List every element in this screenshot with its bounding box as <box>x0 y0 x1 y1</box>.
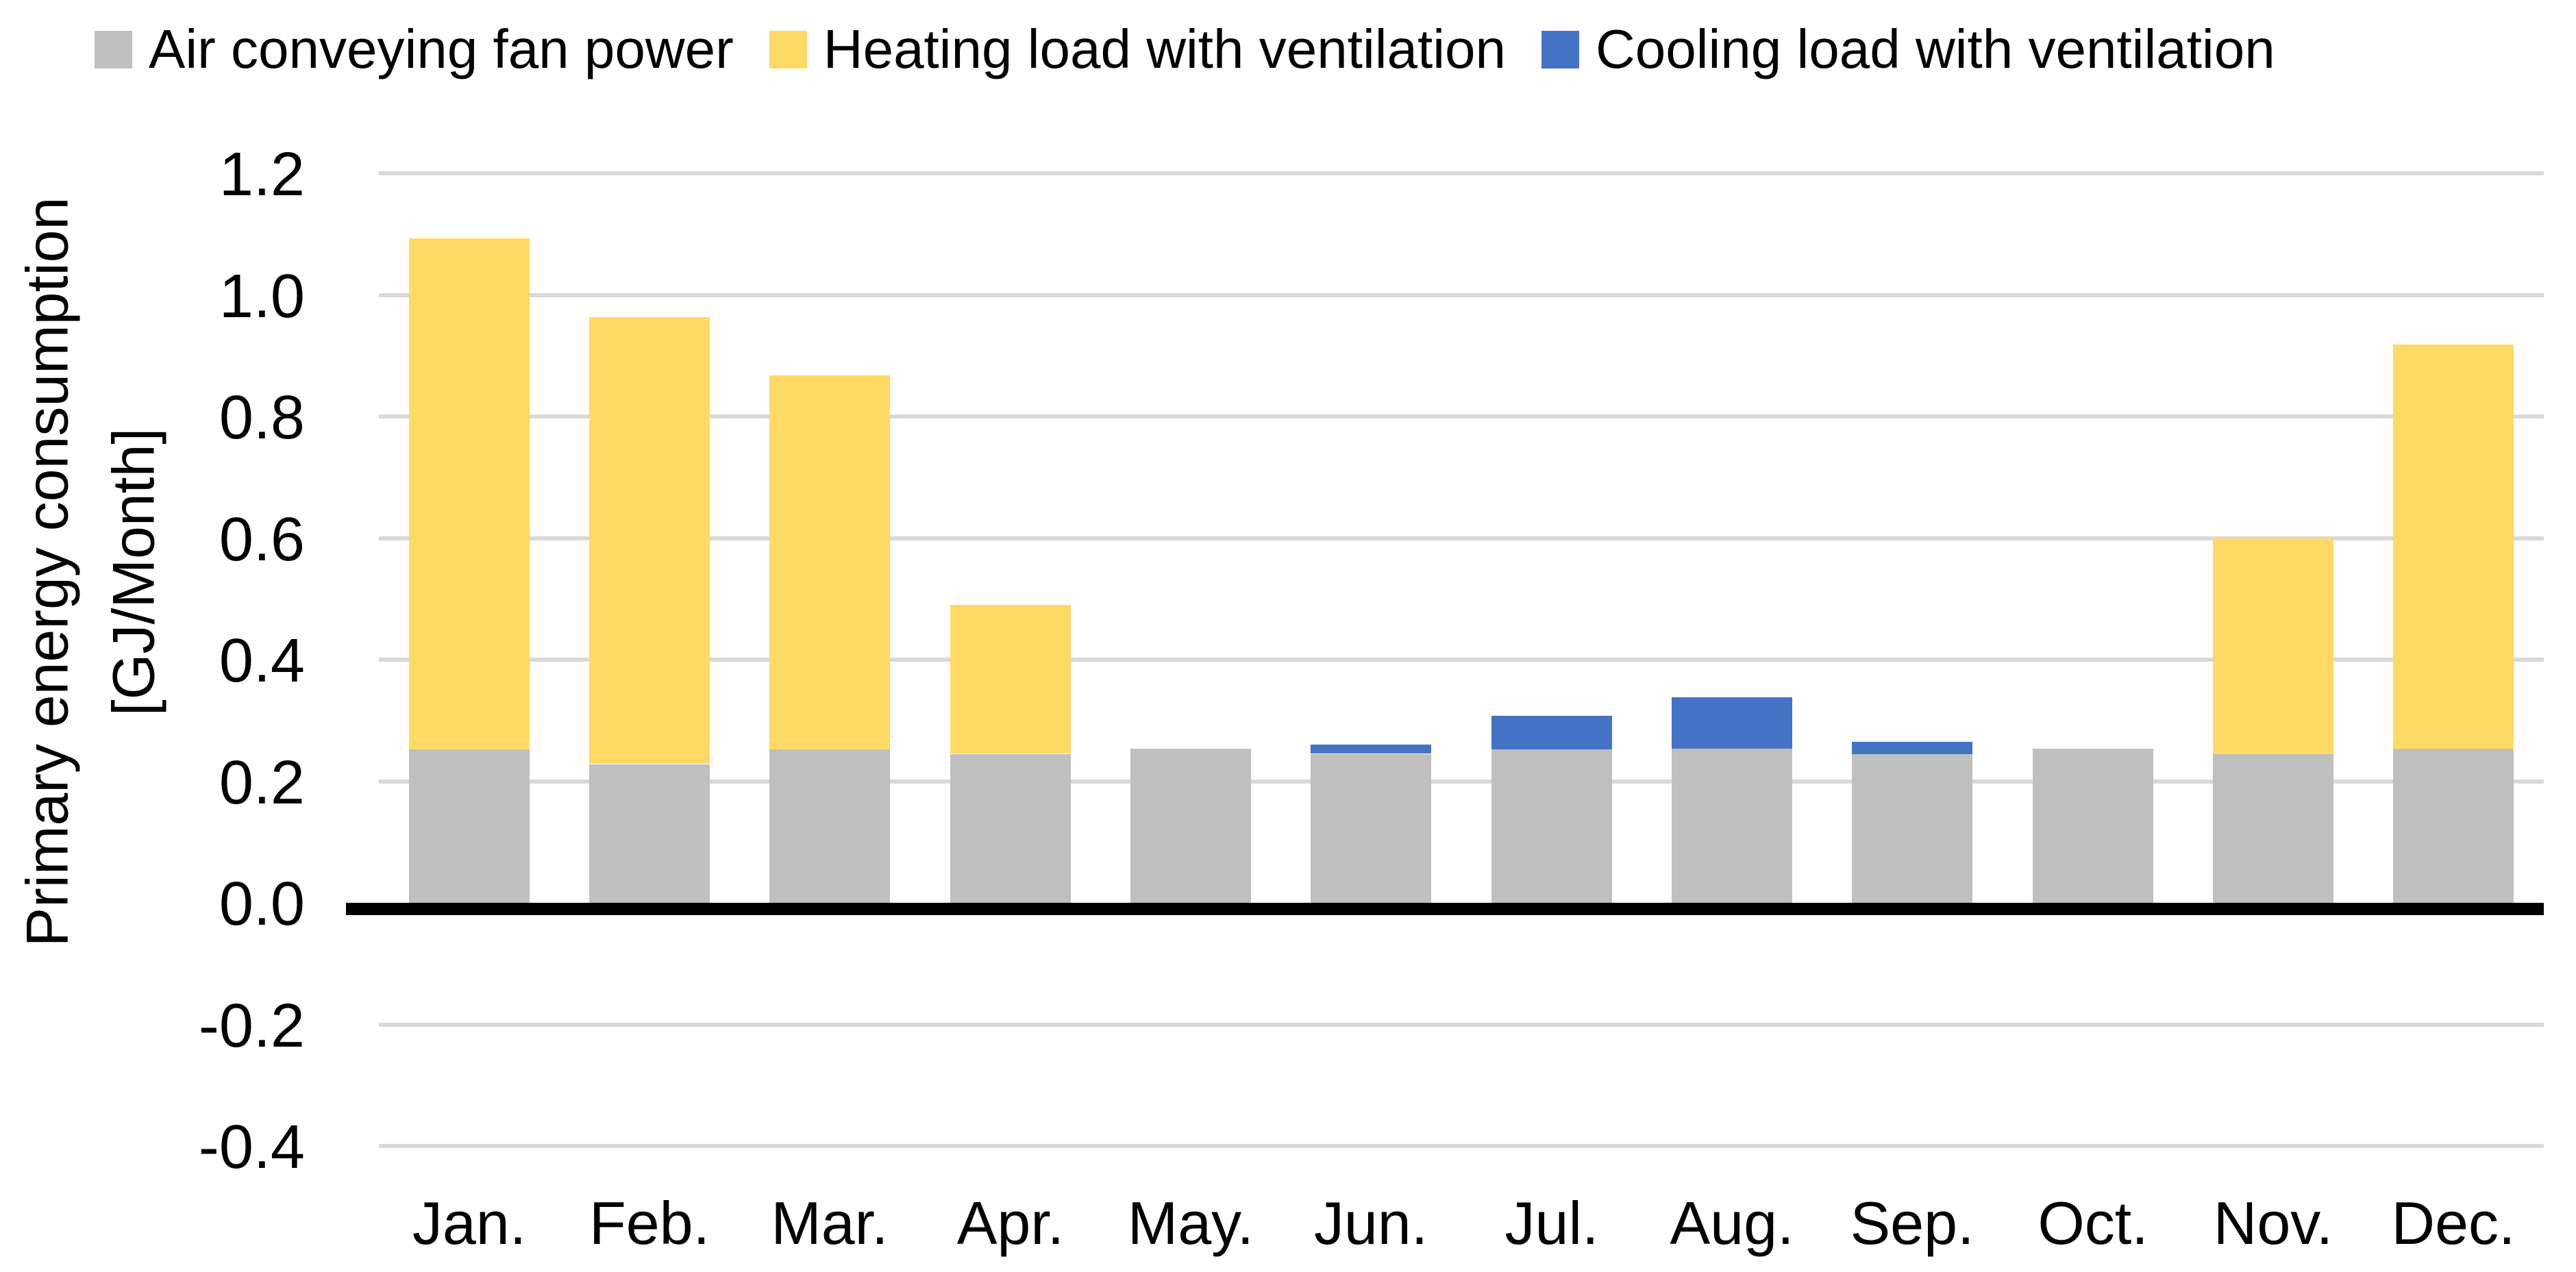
gridline <box>379 293 2544 297</box>
bar-segment-apr <box>950 754 1071 903</box>
y-tick-label: 0.4 <box>219 627 305 695</box>
x-axis-label-feb: Feb. <box>589 1189 710 1257</box>
y-tick-label: 0.2 <box>219 749 305 817</box>
legend-label: Air conveying fan power <box>149 18 734 79</box>
legend-label: Cooling load with ventilation <box>1595 18 2275 79</box>
x-axis-label-dec: Dec. <box>2391 1189 2516 1257</box>
bar-segment-dec <box>2393 749 2514 903</box>
y-tick-label: 0.0 <box>219 870 305 938</box>
bar-segment-feb <box>589 317 710 764</box>
zero-axis-line <box>346 903 2544 915</box>
gridline <box>379 171 2544 175</box>
bar-segment-feb <box>589 764 710 903</box>
gridline <box>379 414 2544 419</box>
bar-segment-jul <box>1491 716 1612 749</box>
bar-segment-aug <box>1672 697 1792 749</box>
bar-segment-nov <box>2213 538 2333 754</box>
x-axis-label-mar: Mar. <box>771 1189 889 1257</box>
y-tick-label: 0.6 <box>219 506 305 574</box>
legend-item-1: Air conveying fan power <box>95 22 734 77</box>
legend-item-2: Heating load with ventilation <box>769 22 1506 77</box>
bar-segment-jun <box>1311 745 1431 753</box>
bar-segment-jan <box>409 749 530 903</box>
legend-item-3: Cooling load with ventilation <box>1541 22 2275 77</box>
gridline <box>379 658 2544 662</box>
legend-swatch-icon <box>95 30 132 68</box>
x-axis-label-jun: Jun. <box>1313 1189 1428 1257</box>
gridline <box>379 536 2544 540</box>
y-tick-label: -0.2 <box>198 992 305 1060</box>
gridline <box>379 1023 2544 1027</box>
bar-segment-sep <box>1852 742 1972 754</box>
bar-segment-jan <box>409 238 530 749</box>
bar-segment-mar <box>769 749 890 903</box>
bar-segment-aug <box>1672 749 1792 903</box>
bar-segment-jun <box>1311 754 1431 903</box>
legend: Air conveying fan power Heating load with… <box>95 15 2275 84</box>
bar-segment-dec <box>2393 345 2514 749</box>
gridline <box>379 780 2544 784</box>
bar-segment-apr <box>950 605 1071 753</box>
legend-swatch-icon <box>769 30 807 68</box>
bar-segment-jul <box>1491 749 1612 903</box>
bar-segment-mar <box>769 375 890 749</box>
x-axis-label-nov: Nov. <box>2213 1189 2333 1257</box>
x-axis-label-aug: Aug. <box>1670 1189 1794 1257</box>
bar-segment-oct <box>2033 749 2153 903</box>
y-tick-label: -0.4 <box>198 1113 305 1182</box>
bar-segment-may <box>1130 749 1251 903</box>
y-axis-title-line1: Primary energy consumption <box>14 197 81 947</box>
x-axis-label-jul: Jul. <box>1504 1189 1599 1257</box>
bar-segment-sep <box>1852 754 1972 903</box>
bar-segment-nov <box>2213 754 2333 903</box>
x-axis-label-apr: Apr. <box>956 1189 1065 1257</box>
x-axis-label-oct: Oct. <box>2038 1189 2148 1257</box>
gridline <box>379 1144 2544 1148</box>
legend-label: Heating load with ventilation <box>823 18 1506 79</box>
x-axis-label-may: May. <box>1127 1189 1254 1257</box>
legend-swatch-icon <box>1541 30 1579 68</box>
y-tick-label: 1.0 <box>219 262 305 331</box>
x-axis-label-sep: Sep. <box>1850 1189 1974 1257</box>
y-tick-label: 0.8 <box>219 384 305 452</box>
y-tick-label: 1.2 <box>219 140 305 209</box>
x-axis-label-jan: Jan. <box>412 1189 527 1257</box>
